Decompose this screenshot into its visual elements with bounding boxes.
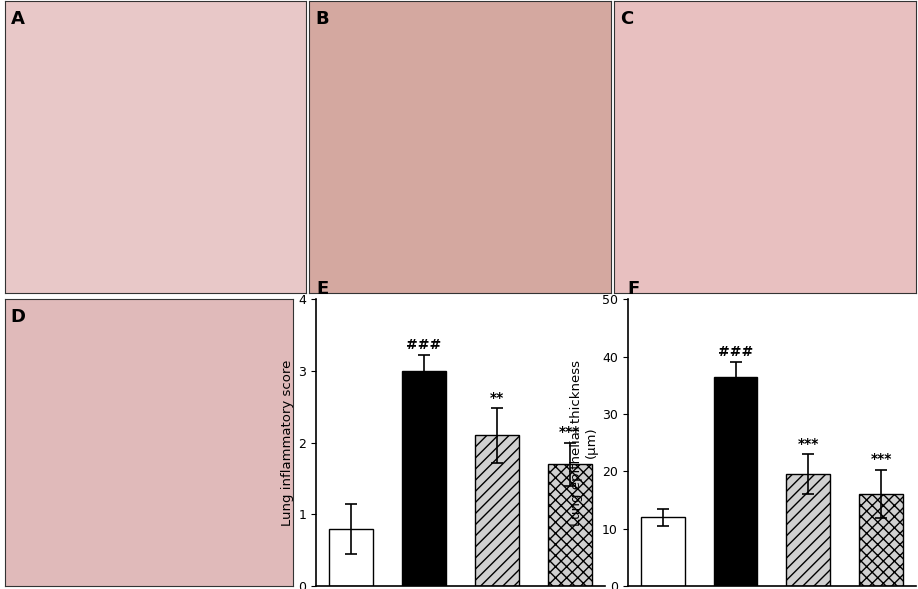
- Bar: [641, 517, 685, 586]
- Text: **: **: [489, 391, 504, 405]
- Text: ###: ###: [407, 337, 442, 352]
- Text: B: B: [316, 10, 330, 28]
- Bar: [330, 529, 373, 586]
- Y-axis label: Lung inflammatory score: Lung inflammatory score: [281, 359, 295, 526]
- Text: F: F: [628, 280, 640, 297]
- Text: A: A: [11, 10, 25, 28]
- Text: D: D: [10, 308, 26, 326]
- Bar: [713, 376, 757, 586]
- Text: ***: ***: [870, 452, 892, 465]
- Bar: [548, 464, 591, 586]
- Bar: [475, 435, 519, 586]
- Bar: [859, 494, 903, 586]
- Y-axis label: Lung epithelial thickness
(μm): Lung epithelial thickness (μm): [570, 360, 598, 525]
- Text: C: C: [621, 10, 633, 28]
- Text: E: E: [316, 280, 329, 297]
- Text: ###: ###: [718, 346, 753, 359]
- Text: ***: ***: [798, 437, 819, 451]
- Text: ***: ***: [559, 425, 580, 439]
- Bar: [402, 371, 446, 586]
- Bar: [787, 474, 830, 586]
